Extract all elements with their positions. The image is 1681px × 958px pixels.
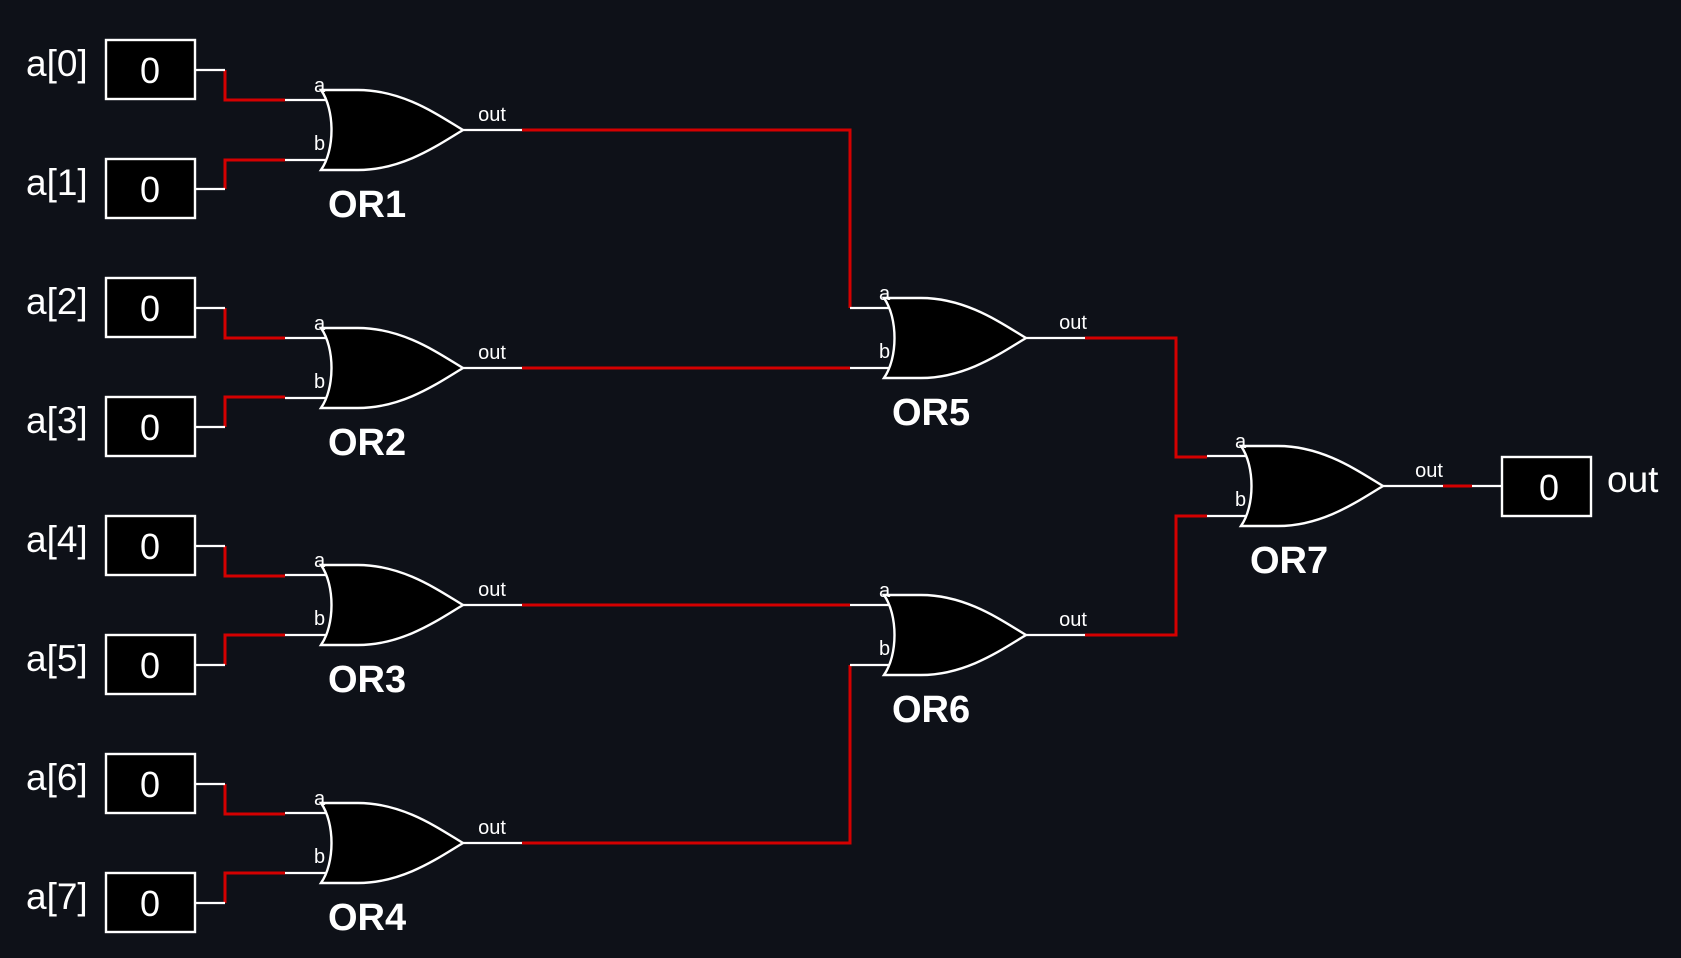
output-label: out: [1607, 459, 1659, 500]
or1-pin-out: out: [478, 104, 506, 126]
or5-pin-b: b: [879, 341, 890, 363]
input-label-a5: a[5]: [26, 638, 88, 679]
input-label-a2: a[2]: [26, 281, 88, 322]
or3-gate-body[interactable]: [319, 563, 465, 647]
input-a1[interactable]: a[1] 0: [26, 157, 197, 220]
input-box-a0[interactable]: [104, 38, 197, 101]
or2-label: OR2: [328, 422, 406, 464]
or6-label: OR6: [892, 689, 970, 731]
or3-label: OR3: [328, 659, 406, 701]
wire-or4-to-or6: [522, 665, 852, 845]
or-gate-or4[interactable]: a b out OR4: [285, 788, 522, 939]
or2-gate-body[interactable]: [319, 326, 465, 410]
or4-label: OR4: [328, 897, 406, 939]
wire-a6-to-or4: [223, 784, 285, 816]
wire-a4-to-or3: [223, 546, 285, 578]
wire-a5-to-or3: [223, 633, 285, 665]
input-label-a0: a[0]: [26, 43, 88, 84]
wire-a2-to-or2: [223, 308, 285, 340]
input-box-a3[interactable]: [104, 395, 197, 458]
input-value-a6: 0: [140, 764, 160, 805]
or7-pin-out: out: [1415, 460, 1443, 482]
or-gate-or2[interactable]: a b out OR2: [285, 313, 522, 464]
input-value-a0: 0: [140, 50, 160, 91]
or2-pin-a: a: [314, 313, 326, 335]
or2-pin-b: b: [314, 371, 325, 393]
wire-a1-to-or1: [223, 158, 285, 189]
or7-gate-body[interactable]: [1239, 444, 1385, 528]
input-label-a4: a[4]: [26, 519, 88, 560]
or4-pin-b: b: [314, 846, 325, 868]
input-box-a2[interactable]: [104, 276, 197, 339]
input-box-a4[interactable]: [104, 514, 197, 577]
or5-label: OR5: [892, 392, 970, 434]
wire-a7-to-or4: [223, 871, 285, 903]
or5-pin-out: out: [1059, 312, 1087, 334]
or7-label: OR7: [1250, 540, 1328, 582]
or1-label: OR1: [328, 184, 406, 226]
or1-pin-b: b: [314, 133, 325, 155]
wire-or5-to-or7: [1085, 336, 1207, 459]
wires: [223, 70, 1472, 903]
input-a0[interactable]: a[0] 0: [26, 38, 197, 101]
wire-a0-to-or1: [223, 70, 285, 102]
or-gate-or5[interactable]: a b out OR5: [850, 283, 1087, 434]
or-gate-or1[interactable]: a b out OR1: [285, 75, 522, 226]
or7-pin-b: b: [1235, 489, 1246, 511]
or1-pin-a: a: [314, 75, 326, 97]
or7-pin-a: a: [1235, 431, 1247, 453]
input-value-a1: 0: [140, 169, 160, 210]
input-value-a7: 0: [140, 883, 160, 924]
or-gate-or6[interactable]: a b out OR6: [850, 580, 1087, 731]
wire-or6-to-or7: [1085, 514, 1207, 637]
or6-pin-out: out: [1059, 609, 1087, 631]
input-value-a2: 0: [140, 288, 160, 329]
or3-pin-out: out: [478, 579, 506, 601]
wire-a3-to-or2: [223, 395, 285, 427]
input-a5[interactable]: a[5] 0: [26, 633, 197, 696]
or-gate-or3[interactable]: a b out OR3: [285, 550, 522, 701]
input-label-a7: a[7]: [26, 876, 88, 917]
input-label-a6: a[6]: [26, 757, 88, 798]
input-label-a1: a[1]: [26, 162, 88, 203]
or4-gate-body[interactable]: [319, 801, 465, 885]
output-box: [1500, 455, 1593, 518]
or3-pin-b: b: [314, 608, 325, 630]
or6-pin-a: a: [879, 580, 891, 602]
or3-pin-a: a: [314, 550, 326, 572]
input-stubs: [195, 68, 1502, 905]
input-a6[interactable]: a[6] 0: [26, 752, 197, 815]
or5-pin-a: a: [879, 283, 891, 305]
or5-gate-body[interactable]: [882, 296, 1028, 380]
input-box-a1[interactable]: [104, 157, 197, 220]
wire-or1-to-or5: [522, 128, 852, 308]
input-value-a3: 0: [140, 407, 160, 448]
or2-pin-out: out: [478, 342, 506, 364]
input-label-a3: a[3]: [26, 400, 88, 441]
input-box-a5[interactable]: [104, 633, 197, 696]
or6-gate-body[interactable]: [882, 593, 1028, 677]
input-a7[interactable]: a[7] 0: [26, 871, 197, 934]
or6-pin-b: b: [879, 638, 890, 660]
or1-gate-body[interactable]: [319, 88, 465, 172]
or-gate-or7[interactable]: a b out OR7: [1207, 431, 1443, 582]
output-value: 0: [1539, 467, 1559, 508]
input-a4[interactable]: a[4] 0: [26, 514, 197, 577]
input-box-a7[interactable]: [104, 871, 197, 934]
or4-pin-out: out: [478, 817, 506, 839]
input-box-a6[interactable]: [104, 752, 197, 815]
input-a3[interactable]: a[3] 0: [26, 395, 197, 458]
input-a2[interactable]: a[2] 0: [26, 276, 197, 339]
input-value-a5: 0: [140, 645, 160, 686]
or4-pin-a: a: [314, 788, 326, 810]
input-value-a4: 0: [140, 526, 160, 567]
output-out: 0 out: [1500, 455, 1659, 518]
